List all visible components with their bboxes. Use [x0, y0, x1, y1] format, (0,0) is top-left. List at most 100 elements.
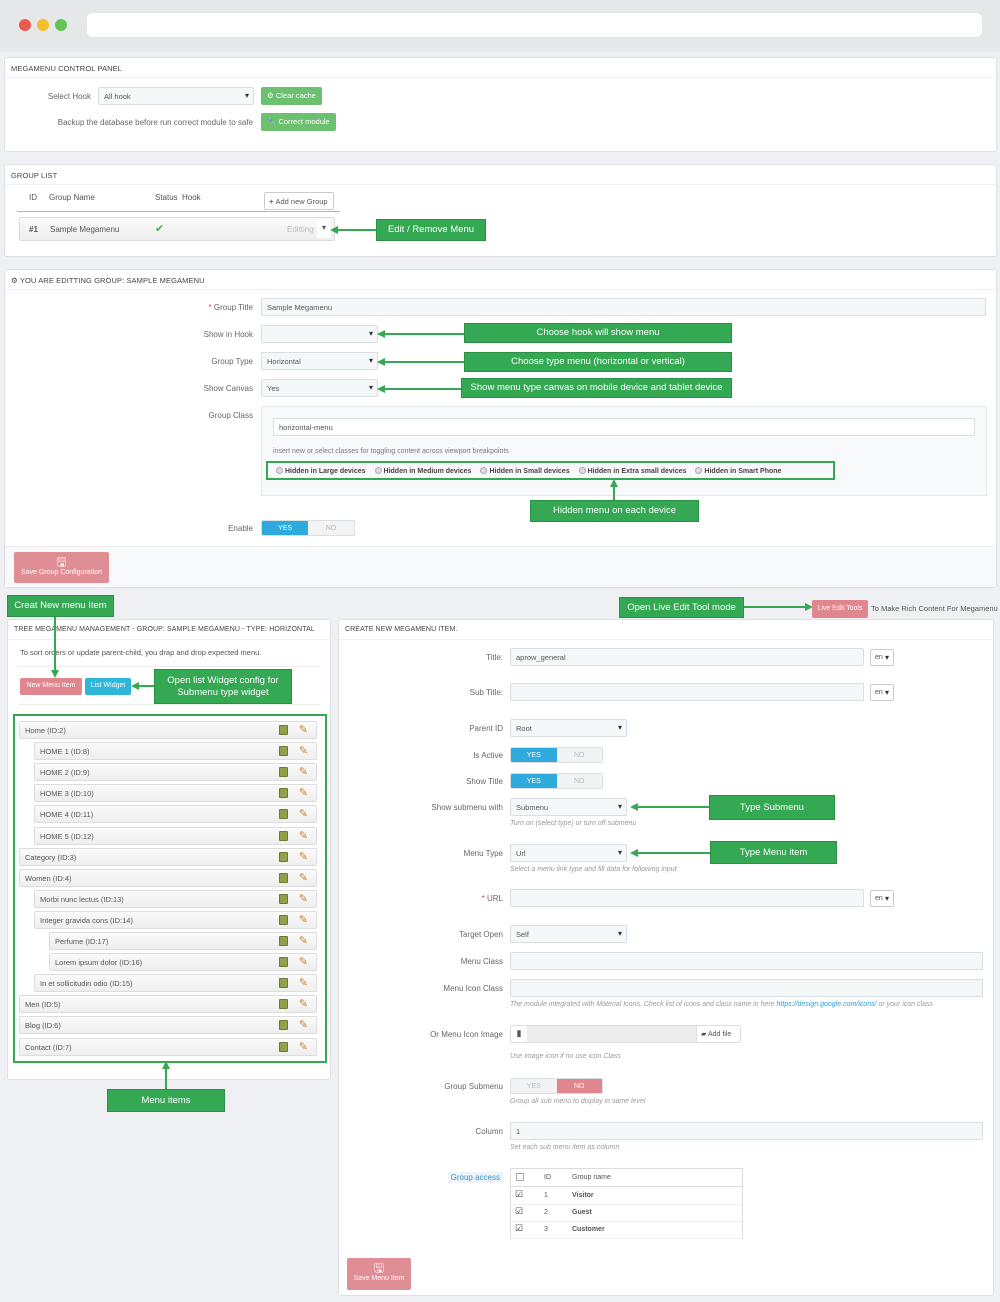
pencil-icon[interactable]: ✎: [298, 724, 308, 736]
pencil-icon[interactable]: ✎: [298, 913, 308, 926]
radio-button[interactable]: [276, 466, 283, 474]
icon-class-input[interactable]: [510, 979, 983, 997]
toggle-yes[interactable]: YES: [511, 748, 557, 762]
pencil-icon[interactable]: ✎: [298, 1040, 308, 1053]
save-menu-item-button[interactable]: 🖫 Save Menu Item: [347, 1258, 411, 1290]
list-widget-button[interactable]: List Widget: [85, 678, 131, 695]
subtitle-input[interactable]: [510, 683, 864, 701]
submenu-select[interactable]: Submenu: [510, 798, 627, 816]
column-input[interactable]: 1: [510, 1122, 983, 1140]
pencil-icon[interactable]: ✎: [298, 766, 308, 779]
select-all-checkbox[interactable]: [516, 1173, 524, 1181]
pencil-icon[interactable]: ✎: [298, 892, 308, 905]
clear-cache-button[interactable]: ⚙ Clear cache: [261, 87, 322, 105]
delete-icon[interactable]: [279, 957, 288, 968]
toggle-no[interactable]: NO: [556, 774, 602, 788]
access-checkbox[interactable]: ☑: [515, 1223, 524, 1233]
pencil-icon[interactable]: ✎: [298, 935, 308, 947]
select-hook-dropdown[interactable]: All hook: [98, 87, 254, 105]
group-submenu-toggle[interactable]: YES NO: [510, 1078, 603, 1094]
icon-image-file-input[interactable]: ▮ ▰ Add file: [510, 1025, 741, 1043]
menu-tree-item[interactable]: HOME 5 (ID:12) ✎: [34, 826, 317, 845]
menu-tree-item[interactable]: Home (ID:2) ✎: [19, 721, 317, 739]
show-in-hook-select[interactable]: [261, 325, 378, 343]
pencil-icon[interactable]: ✎: [298, 850, 308, 863]
delete-icon[interactable]: [279, 767, 288, 778]
radio-button[interactable]: [480, 466, 488, 474]
maximize-window-dot[interactable]: [55, 19, 67, 31]
menu-tree-item[interactable]: HOME 3 (ID:10) ✎: [34, 784, 317, 803]
menu-tree-item[interactable]: Men (ID:5) ✎: [19, 995, 317, 1014]
menu-type-select[interactable]: Url: [510, 844, 627, 862]
toggle-no[interactable]: NO: [308, 521, 354, 535]
delete-icon[interactable]: [279, 851, 288, 862]
group-row[interactable]: #1 Sample Megamenu ✔ Editting ▾: [19, 217, 335, 241]
menu-tree-item[interactable]: Lorem ipsum dolor (ID:16) ✎: [49, 953, 317, 972]
menu-tree-item[interactable]: Contact (ID:7) ✎: [19, 1037, 317, 1056]
access-checkbox[interactable]: ☑: [515, 1189, 524, 1199]
pencil-icon[interactable]: ✎: [298, 808, 308, 821]
delete-icon[interactable]: [279, 872, 288, 883]
toggle-yes[interactable]: YES: [511, 774, 557, 788]
delete-icon[interactable]: [279, 746, 288, 757]
radio-button[interactable]: [695, 466, 703, 474]
pencil-icon[interactable]: ✎: [298, 745, 308, 758]
material-icons-link[interactable]: https://design.google.com/icons/: [776, 1001, 877, 1008]
group-class-input[interactable]: horizontal-menu: [273, 418, 975, 436]
menu-class-input[interactable]: [510, 952, 983, 970]
show-title-toggle[interactable]: YES NO: [510, 773, 603, 789]
delete-icon[interactable]: [279, 914, 288, 925]
delete-icon[interactable]: [279, 1041, 288, 1052]
subtitle-lang-select[interactable]: en: [870, 684, 894, 701]
device-option[interactable]: Hidden in Large devices: [276, 466, 366, 475]
pencil-icon[interactable]: ✎: [298, 787, 308, 800]
device-option[interactable]: Hidden in Medium devices: [374, 466, 471, 475]
parent-id-select[interactable]: Root: [510, 719, 627, 737]
menu-tree-item[interactable]: Category (ID:3) ✎: [19, 847, 317, 866]
url-input[interactable]: [510, 889, 864, 907]
access-checkbox[interactable]: ☑: [515, 1206, 524, 1216]
toggle-no[interactable]: NO: [556, 748, 602, 762]
menu-tree-item[interactable]: HOME 1 (ID:8) ✎: [34, 742, 317, 761]
add-file-button[interactable]: ▰ Add file: [696, 1026, 740, 1042]
row-dropdown-caret[interactable]: ▾: [317, 220, 331, 238]
group-type-select[interactable]: Horizontal: [261, 352, 378, 370]
menu-tree-item[interactable]: In et sollicitudin odio (ID:15) ✎: [34, 974, 317, 993]
is-active-toggle[interactable]: YES NO: [510, 747, 603, 763]
toggle-yes[interactable]: YES: [511, 1079, 557, 1093]
address-bar[interactable]: [87, 13, 982, 37]
close-window-dot[interactable]: [19, 19, 31, 31]
menu-tree-item[interactable]: Women (ID:4) ✎: [19, 868, 317, 887]
delete-icon[interactable]: [279, 999, 288, 1010]
group-title-input[interactable]: Sample Megamenu: [261, 298, 986, 316]
delete-icon[interactable]: [279, 788, 288, 799]
pencil-icon[interactable]: ✎: [298, 956, 308, 969]
delete-icon[interactable]: [279, 725, 288, 735]
device-option[interactable]: Hidden in Extra small devices: [578, 466, 686, 475]
url-lang-select[interactable]: en: [870, 890, 894, 907]
title-lang-select[interactable]: en: [870, 649, 894, 666]
title-input[interactable]: aprow_general: [510, 648, 864, 666]
delete-icon[interactable]: [279, 936, 288, 946]
new-menu-item-button[interactable]: New Menu Item: [20, 678, 82, 695]
correct-module-button[interactable]: 🔧 Correct module: [261, 113, 336, 131]
pencil-icon[interactable]: ✎: [298, 1019, 308, 1032]
delete-icon[interactable]: [279, 893, 288, 904]
menu-tree-item[interactable]: Perfume (ID:17) ✎: [49, 932, 317, 950]
radio-button[interactable]: [578, 466, 586, 474]
add-group-button[interactable]: + Add new Group: [264, 192, 334, 210]
save-group-button[interactable]: 🖫 Save Group Configuration: [14, 552, 109, 583]
device-option[interactable]: Hidden in Small devices: [480, 466, 570, 475]
delete-icon[interactable]: [279, 830, 288, 841]
target-open-select[interactable]: Self: [510, 925, 627, 943]
menu-tree-item[interactable]: Blog (ID:6) ✎: [19, 1016, 317, 1035]
delete-icon[interactable]: [279, 1020, 288, 1031]
menu-tree-item[interactable]: Integer gravida cons (ID:14) ✎: [34, 910, 317, 929]
pencil-icon[interactable]: ✎: [298, 871, 308, 884]
minimize-window-dot[interactable]: [37, 19, 49, 31]
enable-toggle[interactable]: YES NO: [261, 520, 355, 536]
delete-icon[interactable]: [279, 978, 288, 989]
toggle-no[interactable]: NO: [556, 1079, 602, 1093]
toggle-yes[interactable]: YES: [262, 521, 308, 535]
pencil-icon[interactable]: ✎: [298, 977, 308, 990]
